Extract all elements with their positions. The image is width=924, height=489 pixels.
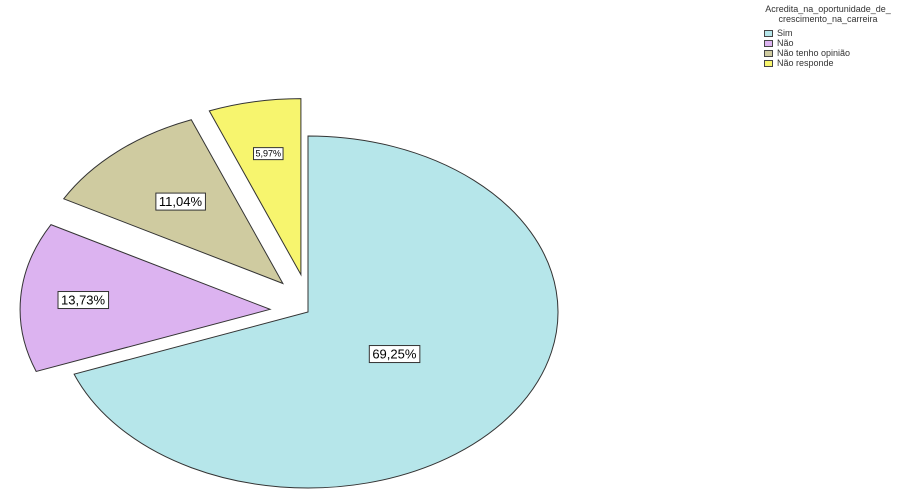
legend-label-sim: Sim	[777, 28, 793, 38]
data-label-box-nao-tenho-opiniao	[155, 192, 206, 211]
data-label-nao: 13,73%	[57, 291, 110, 310]
legend-label-nao: Não	[777, 38, 794, 48]
legend-swatch-nao-responde	[764, 59, 773, 67]
data-label-text-nao-tenho-opiniao: 11,04%	[159, 194, 203, 209]
legend-item-sim: Sim	[764, 28, 923, 38]
pie-slice-nao	[19, 224, 272, 373]
pie-slice-sim	[73, 135, 559, 489]
data-label-text-nao-responde: 5,97%	[256, 149, 282, 159]
data-label-nao-responde: 5,97%	[253, 147, 284, 161]
legend-swatch-nao-tenho-opiniao	[764, 49, 773, 57]
data-label-nao-tenho-opiniao: 11,04%	[155, 192, 206, 211]
data-label-box-sim	[368, 345, 421, 364]
legend-label-nao-tenho-opiniao: Não tenho opinião	[777, 48, 851, 58]
legend: Acredita_na_oportunidade_de_ crescimento…	[733, 4, 923, 68]
legend-label-nao-responde: Não responde	[777, 58, 834, 68]
data-label-sim: 69,25%	[368, 345, 421, 364]
legend-items: Sim Não Não tenho opinião Não responde	[733, 28, 923, 68]
data-label-text-nao: 13,73%	[61, 293, 106, 308]
legend-item-nao-tenho-opiniao: Não tenho opinião	[764, 48, 923, 58]
legend-item-nao-responde: Não responde	[764, 58, 923, 68]
data-label-text-sim: 69,25%	[372, 347, 417, 362]
legend-swatch-nao	[764, 39, 773, 47]
legend-item-nao: Não	[764, 38, 923, 48]
pie-slice-nao-responde	[208, 98, 302, 277]
data-label-box-nao	[57, 291, 110, 310]
legend-title: Acredita_na_oportunidade_de_ crescimento…	[765, 4, 891, 24]
data-label-box-nao-responde	[253, 147, 284, 161]
legend-swatch-sim	[764, 29, 773, 37]
